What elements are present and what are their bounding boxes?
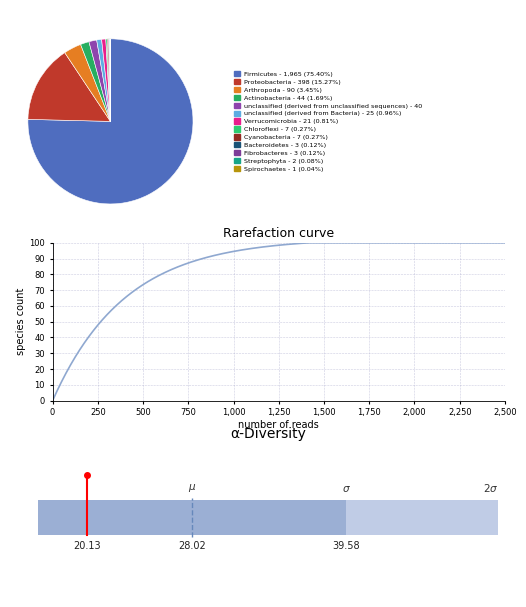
Text: $2\sigma$: $2\sigma$ xyxy=(483,482,498,494)
Wedge shape xyxy=(107,39,110,121)
Y-axis label: species count: species count xyxy=(16,288,26,355)
Bar xyxy=(38,500,346,535)
Text: $\mu$: $\mu$ xyxy=(188,482,196,494)
Wedge shape xyxy=(89,40,110,121)
Wedge shape xyxy=(109,39,110,121)
Bar xyxy=(346,500,498,535)
Wedge shape xyxy=(65,44,110,121)
Legend: Firmicutes - 1,965 (75.40%), Proteobacteria - 398 (15.27%), Arthropoda - 90 (3.4: Firmicutes - 1,965 (75.40%), Proteobacte… xyxy=(234,70,422,172)
X-axis label: number of reads: number of reads xyxy=(238,420,319,430)
Wedge shape xyxy=(28,39,193,204)
Wedge shape xyxy=(28,53,110,121)
Text: 28.02: 28.02 xyxy=(178,541,206,551)
Title: α-Diversity: α-Diversity xyxy=(230,427,306,441)
Wedge shape xyxy=(97,39,110,121)
Wedge shape xyxy=(108,39,110,121)
Title: Rarefaction curve: Rarefaction curve xyxy=(223,227,335,240)
Wedge shape xyxy=(102,39,110,121)
Wedge shape xyxy=(80,42,110,121)
Text: 39.58: 39.58 xyxy=(332,541,360,551)
Text: $\sigma$: $\sigma$ xyxy=(341,484,350,494)
Wedge shape xyxy=(106,39,110,121)
Text: 20.13: 20.13 xyxy=(73,541,100,551)
